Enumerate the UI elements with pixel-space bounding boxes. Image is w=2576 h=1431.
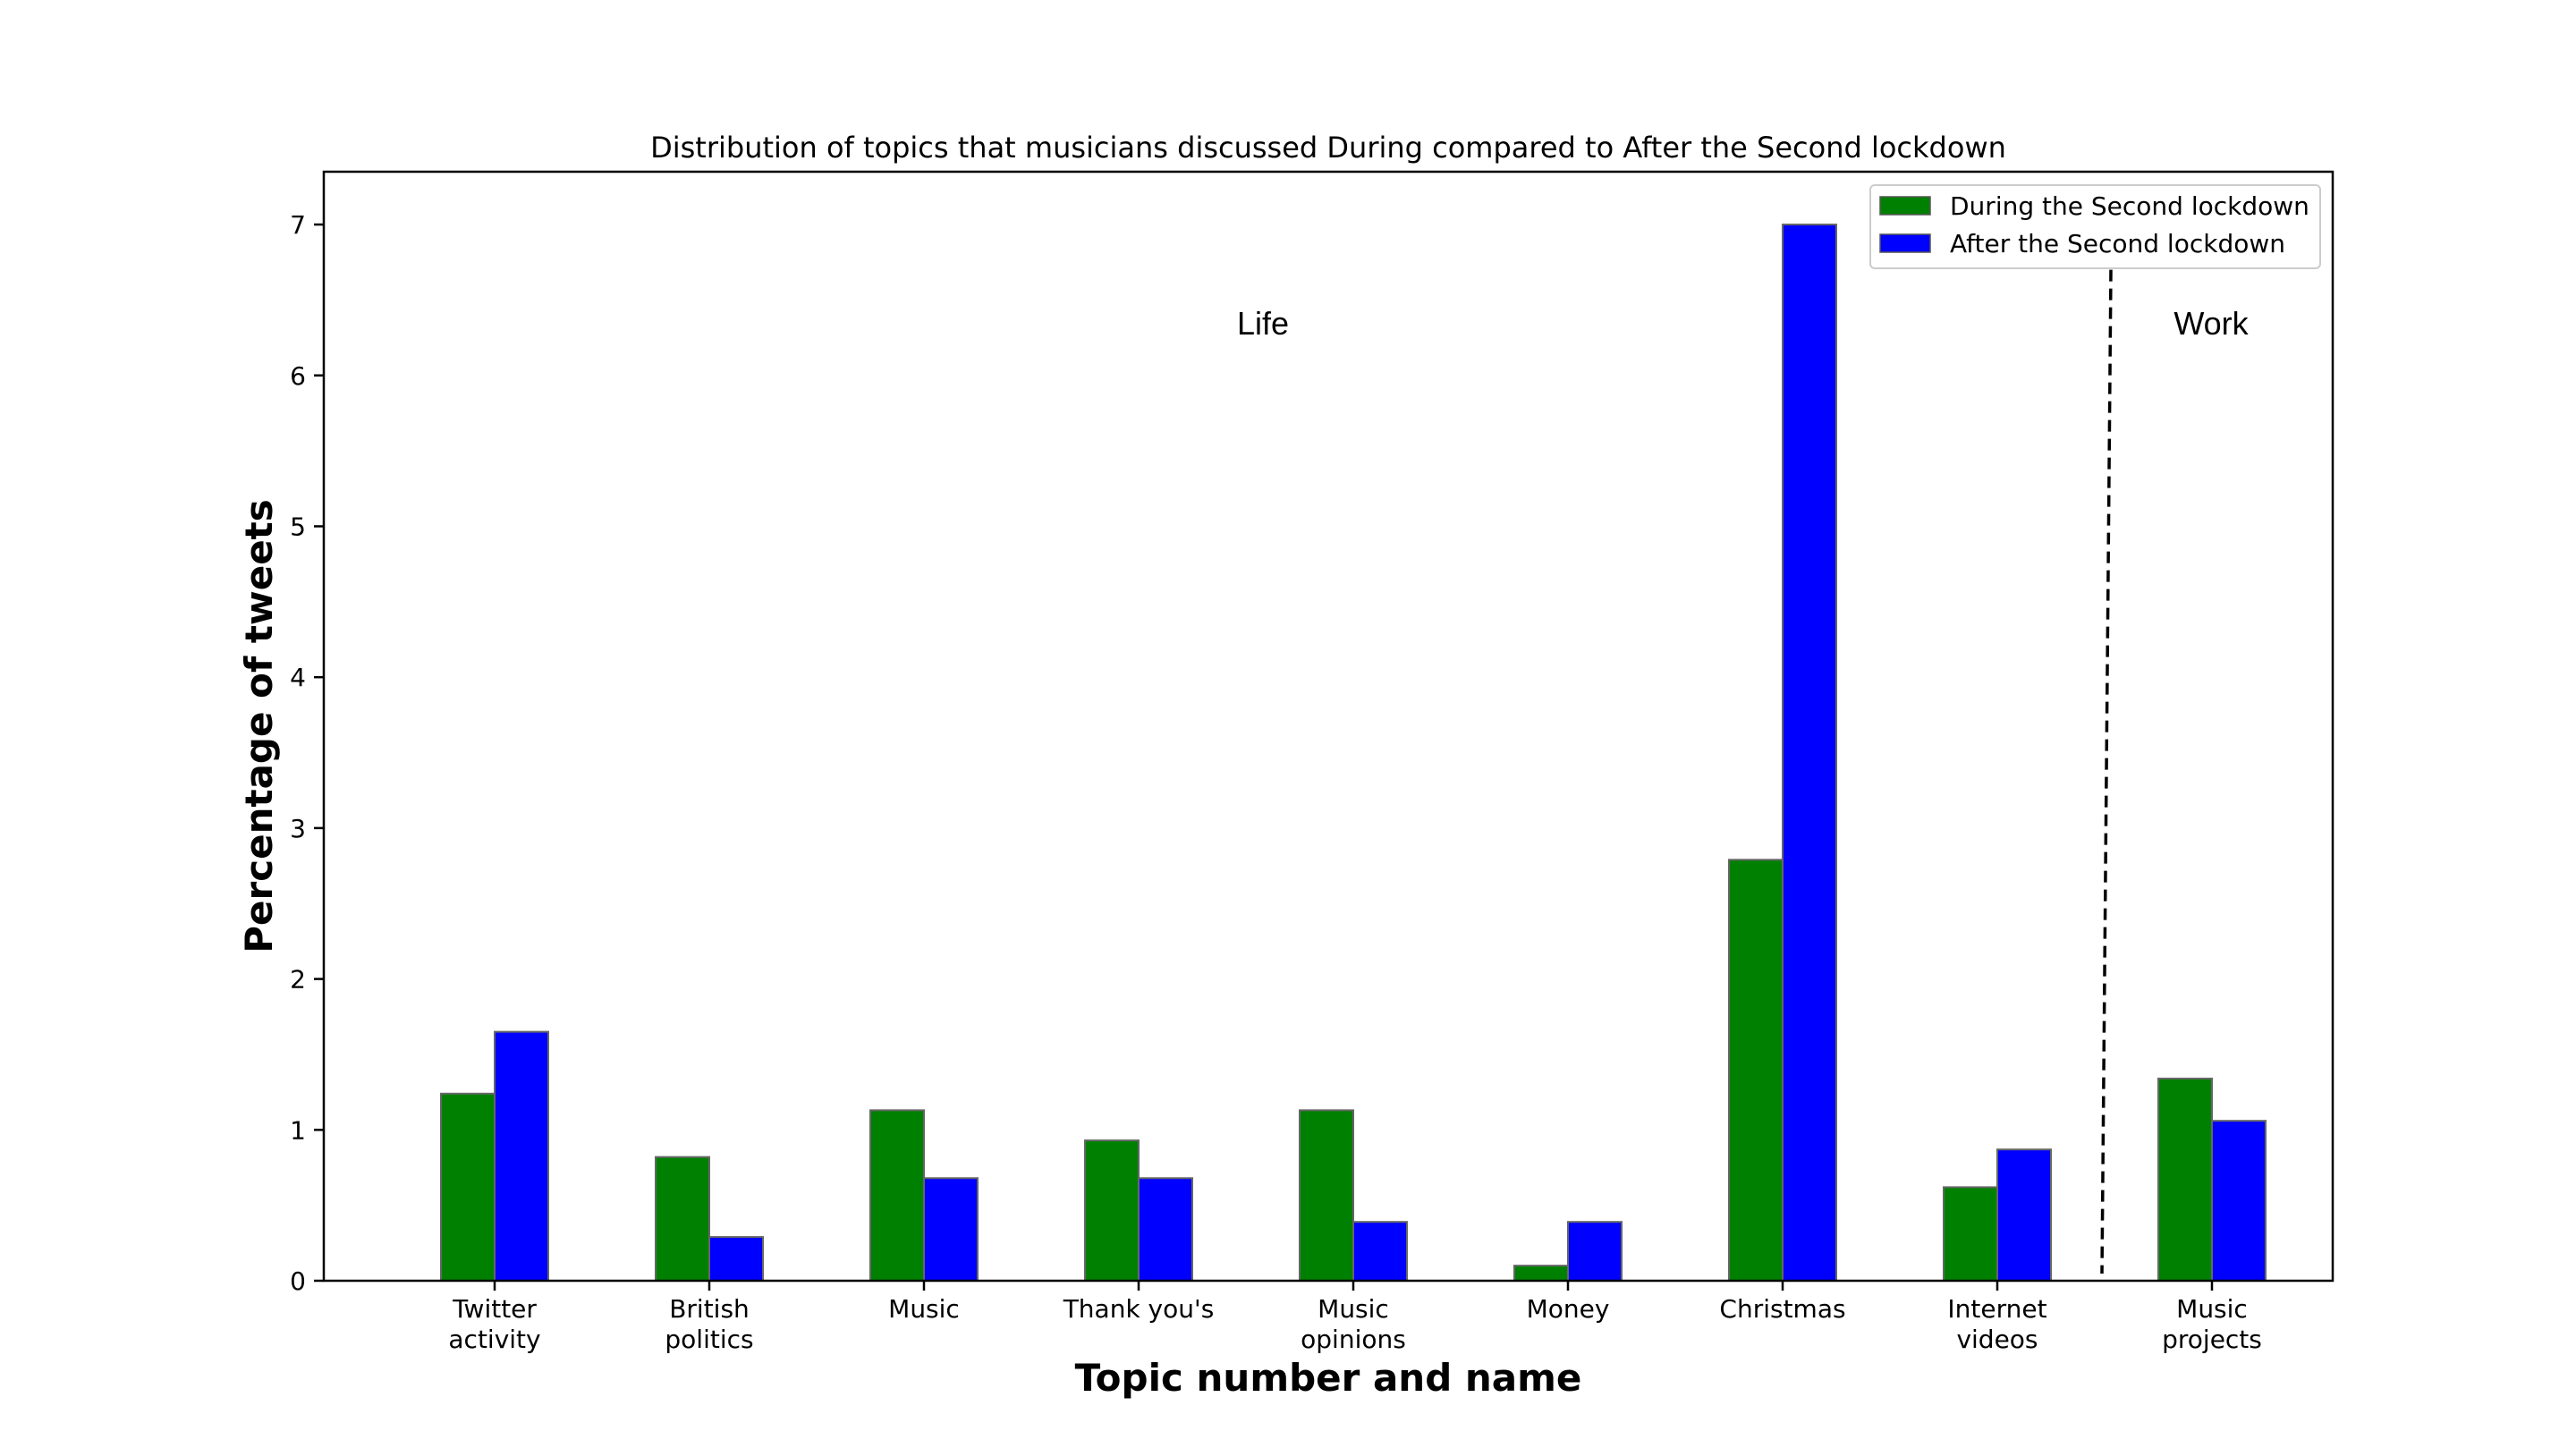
annotation-life: Life bbox=[1237, 305, 1289, 342]
legend-label-during: During the Second lockdown bbox=[1950, 191, 2309, 221]
x-tick-label: Music bbox=[888, 1294, 960, 1324]
bar-after-2 bbox=[923, 1177, 979, 1283]
bar-after-7 bbox=[1996, 1148, 2052, 1282]
bar-during-0 bbox=[440, 1092, 496, 1283]
y-tick-label: 6 bbox=[290, 361, 306, 391]
y-tick-label: 5 bbox=[290, 512, 306, 541]
x-tick-label: projects bbox=[2162, 1325, 2262, 1354]
bar-after-1 bbox=[708, 1236, 764, 1282]
plot-frame bbox=[322, 170, 2334, 1283]
bar-after-3 bbox=[1138, 1177, 1193, 1283]
y-axis: 0 1 2 3 4 5 6 7 bbox=[290, 210, 324, 1296]
x-tick-label: Thank you's bbox=[1063, 1294, 1215, 1324]
bar-after-5 bbox=[1567, 1221, 1623, 1283]
bar-during-5 bbox=[1513, 1265, 1569, 1283]
x-tick-label: Music bbox=[2176, 1294, 2248, 1324]
bar-after-6 bbox=[1782, 224, 1837, 1283]
x-tick-label: activity bbox=[448, 1325, 540, 1354]
y-tick-label: 3 bbox=[290, 814, 306, 843]
x-tick-label: Money bbox=[1527, 1294, 1610, 1324]
x-axis-label: Topic number and name bbox=[1075, 1356, 1582, 1400]
bar-after-8 bbox=[2211, 1120, 2267, 1282]
x-tick-label: Twitter bbox=[452, 1294, 537, 1324]
y-axis-label: Percentage of tweets bbox=[237, 499, 281, 953]
legend-frame bbox=[1869, 184, 2321, 269]
x-tick-label: videos bbox=[1956, 1325, 2038, 1354]
x-tick-label: opinions bbox=[1301, 1325, 1406, 1354]
bar-during-1 bbox=[655, 1156, 710, 1283]
divider-line bbox=[2100, 269, 2113, 1274]
legend-swatch-during bbox=[1879, 196, 1931, 216]
x-tick-label: British bbox=[669, 1294, 750, 1324]
legend: During the Second lockdown After the Sec… bbox=[1869, 184, 2321, 269]
x-tick-label: politics bbox=[665, 1325, 753, 1354]
y-tick-label: 1 bbox=[290, 1115, 306, 1145]
bar-during-2 bbox=[869, 1109, 925, 1283]
bar-during-7 bbox=[1943, 1186, 1998, 1283]
chart-title: Distribution of topics that musicians di… bbox=[650, 131, 2006, 165]
y-tick-label: 2 bbox=[290, 965, 306, 995]
annotation-work: Work bbox=[2174, 305, 2249, 342]
bar-during-4 bbox=[1299, 1109, 1354, 1283]
legend-swatch-after bbox=[1879, 233, 1931, 253]
y-tick-label: 4 bbox=[290, 663, 306, 692]
x-tick-label: Christmas bbox=[1719, 1294, 1845, 1324]
y-tick-label: 7 bbox=[290, 210, 306, 240]
bar-during-8 bbox=[2157, 1077, 2213, 1283]
x-tick-label: Music bbox=[1318, 1294, 1389, 1324]
bar-during-3 bbox=[1084, 1139, 1140, 1283]
bars-group bbox=[440, 224, 2267, 1283]
bar-during-6 bbox=[1728, 859, 1784, 1283]
bar-after-4 bbox=[1352, 1221, 1408, 1283]
x-tick-label: Internet bbox=[1947, 1294, 2046, 1324]
legend-label-after: After the Second lockdown bbox=[1950, 229, 2285, 258]
y-tick-label: 0 bbox=[290, 1266, 306, 1296]
bar-after-0 bbox=[494, 1030, 549, 1283]
